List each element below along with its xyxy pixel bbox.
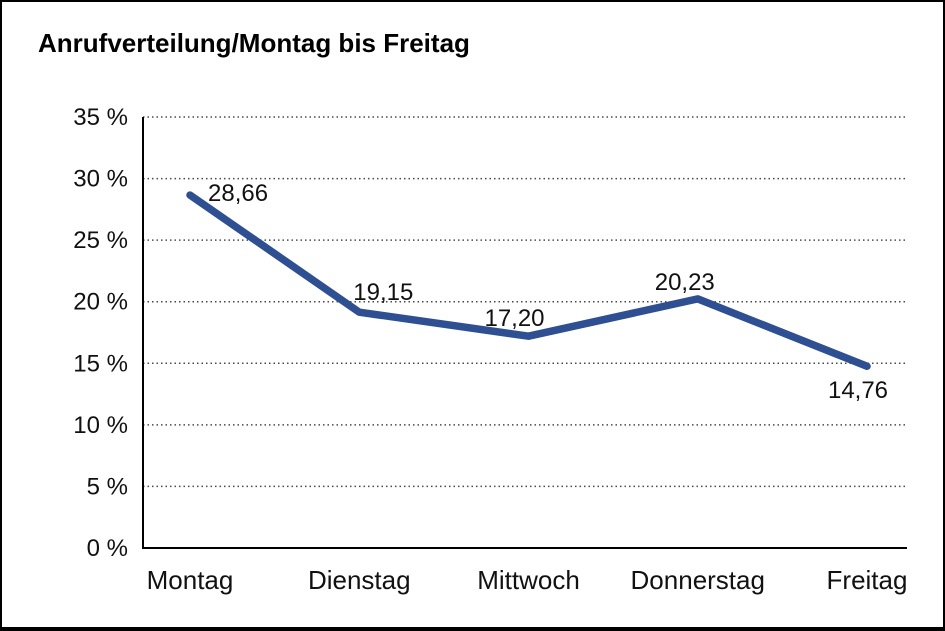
value-labels: 28,66 19,15 17,20 20,23 14,76	[208, 180, 888, 404]
value-label: 19,15	[353, 279, 413, 306]
value-label: 17,20	[484, 305, 544, 332]
data-series	[186, 191, 871, 370]
value-label: 28,66	[208, 180, 268, 207]
y-tick-label: 30 %	[73, 166, 128, 193]
y-tick-label: 10 %	[73, 412, 128, 439]
chart-title: Anrufverteilung/Montag bis Freitag	[38, 28, 470, 58]
y-tick-label: 35 %	[73, 104, 128, 131]
y-tick-label: 5 %	[87, 473, 128, 500]
y-tick-labels: 35 % 30 % 25 % 20 % 15 % 10 % 5 % 0 %	[73, 104, 128, 562]
y-tick-label: 15 %	[73, 350, 128, 377]
value-label: 20,23	[655, 269, 715, 296]
y-tick-label: 0 %	[87, 535, 128, 562]
x-category-label: Donnerstag	[631, 565, 765, 595]
x-category-labels: Montag Dienstag Mittwoch Donnerstag Freitag	[147, 565, 908, 595]
value-label: 14,76	[828, 377, 888, 404]
axes	[142, 117, 907, 549]
x-category-label: Dienstag	[308, 565, 411, 595]
y-tick-label: 25 %	[73, 227, 128, 254]
x-category-label: Freitag	[827, 565, 908, 595]
x-category-label: Montag	[147, 565, 234, 595]
gridlines	[143, 116, 907, 488]
data-line	[186, 191, 871, 370]
y-tick-label: 20 %	[73, 289, 128, 316]
x-category-label: Mittwoch	[477, 565, 580, 595]
